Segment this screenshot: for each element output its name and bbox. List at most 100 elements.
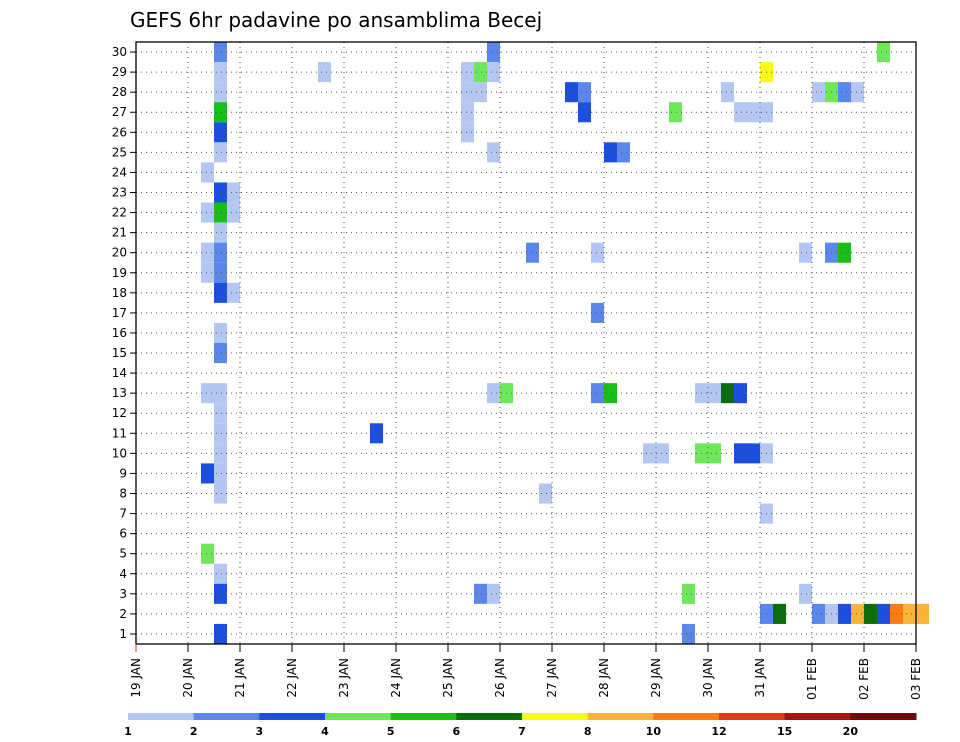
heatmap-cell <box>747 443 760 464</box>
heatmap-cell <box>669 102 682 123</box>
heatmap-cell <box>916 603 929 624</box>
heatmap-cell <box>773 603 786 624</box>
x-tick-label: 29 JAN <box>649 658 663 698</box>
y-tick-label: 2 <box>119 607 127 621</box>
y-tick-label: 13 <box>112 386 127 400</box>
heatmap-cell <box>214 483 227 504</box>
heatmap-cell <box>227 202 240 223</box>
colorbar-label: 7 <box>518 725 526 738</box>
x-tick-label: 24 JAN <box>389 658 403 698</box>
heatmap-cell <box>201 242 214 263</box>
colorbar: 1 2 3 4 5 6 7 8 10 12 15 20 <box>124 713 917 738</box>
x-tick-label: 30 JAN <box>701 658 715 698</box>
heatmap-cell <box>851 603 864 624</box>
heatmap-cell <box>461 102 474 123</box>
x-axis: 19 JAN 20 JAN 21 JAN 22 JAN 23 JAN 24 JAN 25 J… <box>129 644 923 700</box>
x-tick-label: 23 JAN <box>337 658 351 698</box>
heatmap-cell <box>214 423 227 444</box>
heatmap-cell <box>487 62 500 83</box>
colorbar-label: 4 <box>321 725 329 738</box>
heatmap-cell <box>487 142 500 163</box>
x-tick-label: 26 JAN <box>493 658 507 698</box>
heatmap-cell <box>721 82 734 103</box>
colorbar-label: 20 <box>843 725 859 738</box>
colorbar-label: 6 <box>453 725 461 738</box>
x-tick-label: 31 JAN <box>753 658 767 698</box>
heatmap-cell <box>734 383 747 404</box>
heatmap-cell <box>461 62 474 83</box>
heatmap-cell <box>214 62 227 83</box>
x-tick-label: 02 FEB <box>857 658 871 700</box>
heatmap-cell <box>812 82 825 103</box>
heatmap-cell <box>643 443 656 464</box>
y-tick-label: 10 <box>112 446 127 460</box>
colorbar-swatch <box>653 713 720 720</box>
y-tick-label: 3 <box>119 587 127 601</box>
heatmap-cell <box>201 162 214 183</box>
heatmap-cell <box>214 443 227 464</box>
colorbar-swatch <box>850 713 917 720</box>
heatmap-cell <box>656 443 669 464</box>
heatmap-cell <box>838 603 851 624</box>
x-tick-label: 19 JAN <box>129 658 143 698</box>
heatmap-cell <box>214 242 227 263</box>
y-tick-label: 18 <box>112 286 127 300</box>
x-tick-label: 21 JAN <box>233 658 247 698</box>
heatmap-cells <box>201 42 929 644</box>
y-axis: 1234567891011121314151617181920212223242… <box>112 45 136 641</box>
heatmap-cell <box>799 583 812 604</box>
colorbar-label: 2 <box>190 725 198 738</box>
heatmap-cell <box>318 62 331 83</box>
y-tick-label: 16 <box>112 326 127 340</box>
heatmap-cell <box>604 142 617 163</box>
y-tick-label: 26 <box>112 125 127 139</box>
y-tick-label: 12 <box>112 406 127 420</box>
heatmap-cell <box>214 383 227 404</box>
heatmap-cell <box>214 82 227 103</box>
heatmap-cell <box>838 82 851 103</box>
plot-frame <box>135 41 917 645</box>
heatmap-cell <box>474 583 487 604</box>
heatmap-cell <box>214 583 227 604</box>
heatmap-cell <box>461 82 474 103</box>
heatmap-cell <box>604 383 617 404</box>
x-tick-label: 20 JAN <box>181 658 195 698</box>
heatmap-cell <box>214 563 227 584</box>
x-tick-label: 25 JAN <box>441 658 455 698</box>
heatmap-cell <box>591 242 604 263</box>
heatmap-cell <box>526 242 539 263</box>
heatmap-cell <box>539 483 552 504</box>
colorbar-swatch <box>456 713 523 720</box>
heatmap-cell <box>487 42 500 63</box>
colorbar-label: 5 <box>387 725 395 738</box>
heatmap-cell <box>708 443 721 464</box>
y-tick-label: 30 <box>112 45 127 59</box>
y-tick-label: 11 <box>112 426 127 440</box>
y-tick-label: 22 <box>112 206 127 220</box>
colorbar-swatch <box>128 713 195 720</box>
heatmap-cell <box>214 282 227 303</box>
heatmap-cell <box>214 122 227 143</box>
heatmap-cell <box>214 42 227 63</box>
y-tick-label: 4 <box>119 567 127 581</box>
heatmap-cell <box>487 583 500 604</box>
heatmap-cell <box>214 322 227 343</box>
colorbar-swatch <box>587 713 654 720</box>
heatmap-cell <box>214 182 227 203</box>
y-tick-label: 21 <box>112 226 127 240</box>
y-tick-label: 25 <box>112 145 127 159</box>
heatmap-cell <box>214 142 227 163</box>
x-tick-label: 01 FEB <box>805 658 819 700</box>
heatmap-cell <box>214 343 227 364</box>
y-tick-label: 24 <box>112 165 127 179</box>
heatmap-cell <box>812 603 825 624</box>
y-tick-label: 27 <box>112 105 127 119</box>
x-tick-label: 03 FEB <box>909 658 923 700</box>
colorbar-swatch <box>193 713 260 720</box>
heatmap-cell <box>214 623 227 644</box>
colorbar-swatch <box>522 713 589 720</box>
heatmap-cell <box>617 142 630 163</box>
y-tick-label: 17 <box>112 306 127 320</box>
heatmap-cell <box>474 62 487 83</box>
y-tick-label: 15 <box>112 346 127 360</box>
